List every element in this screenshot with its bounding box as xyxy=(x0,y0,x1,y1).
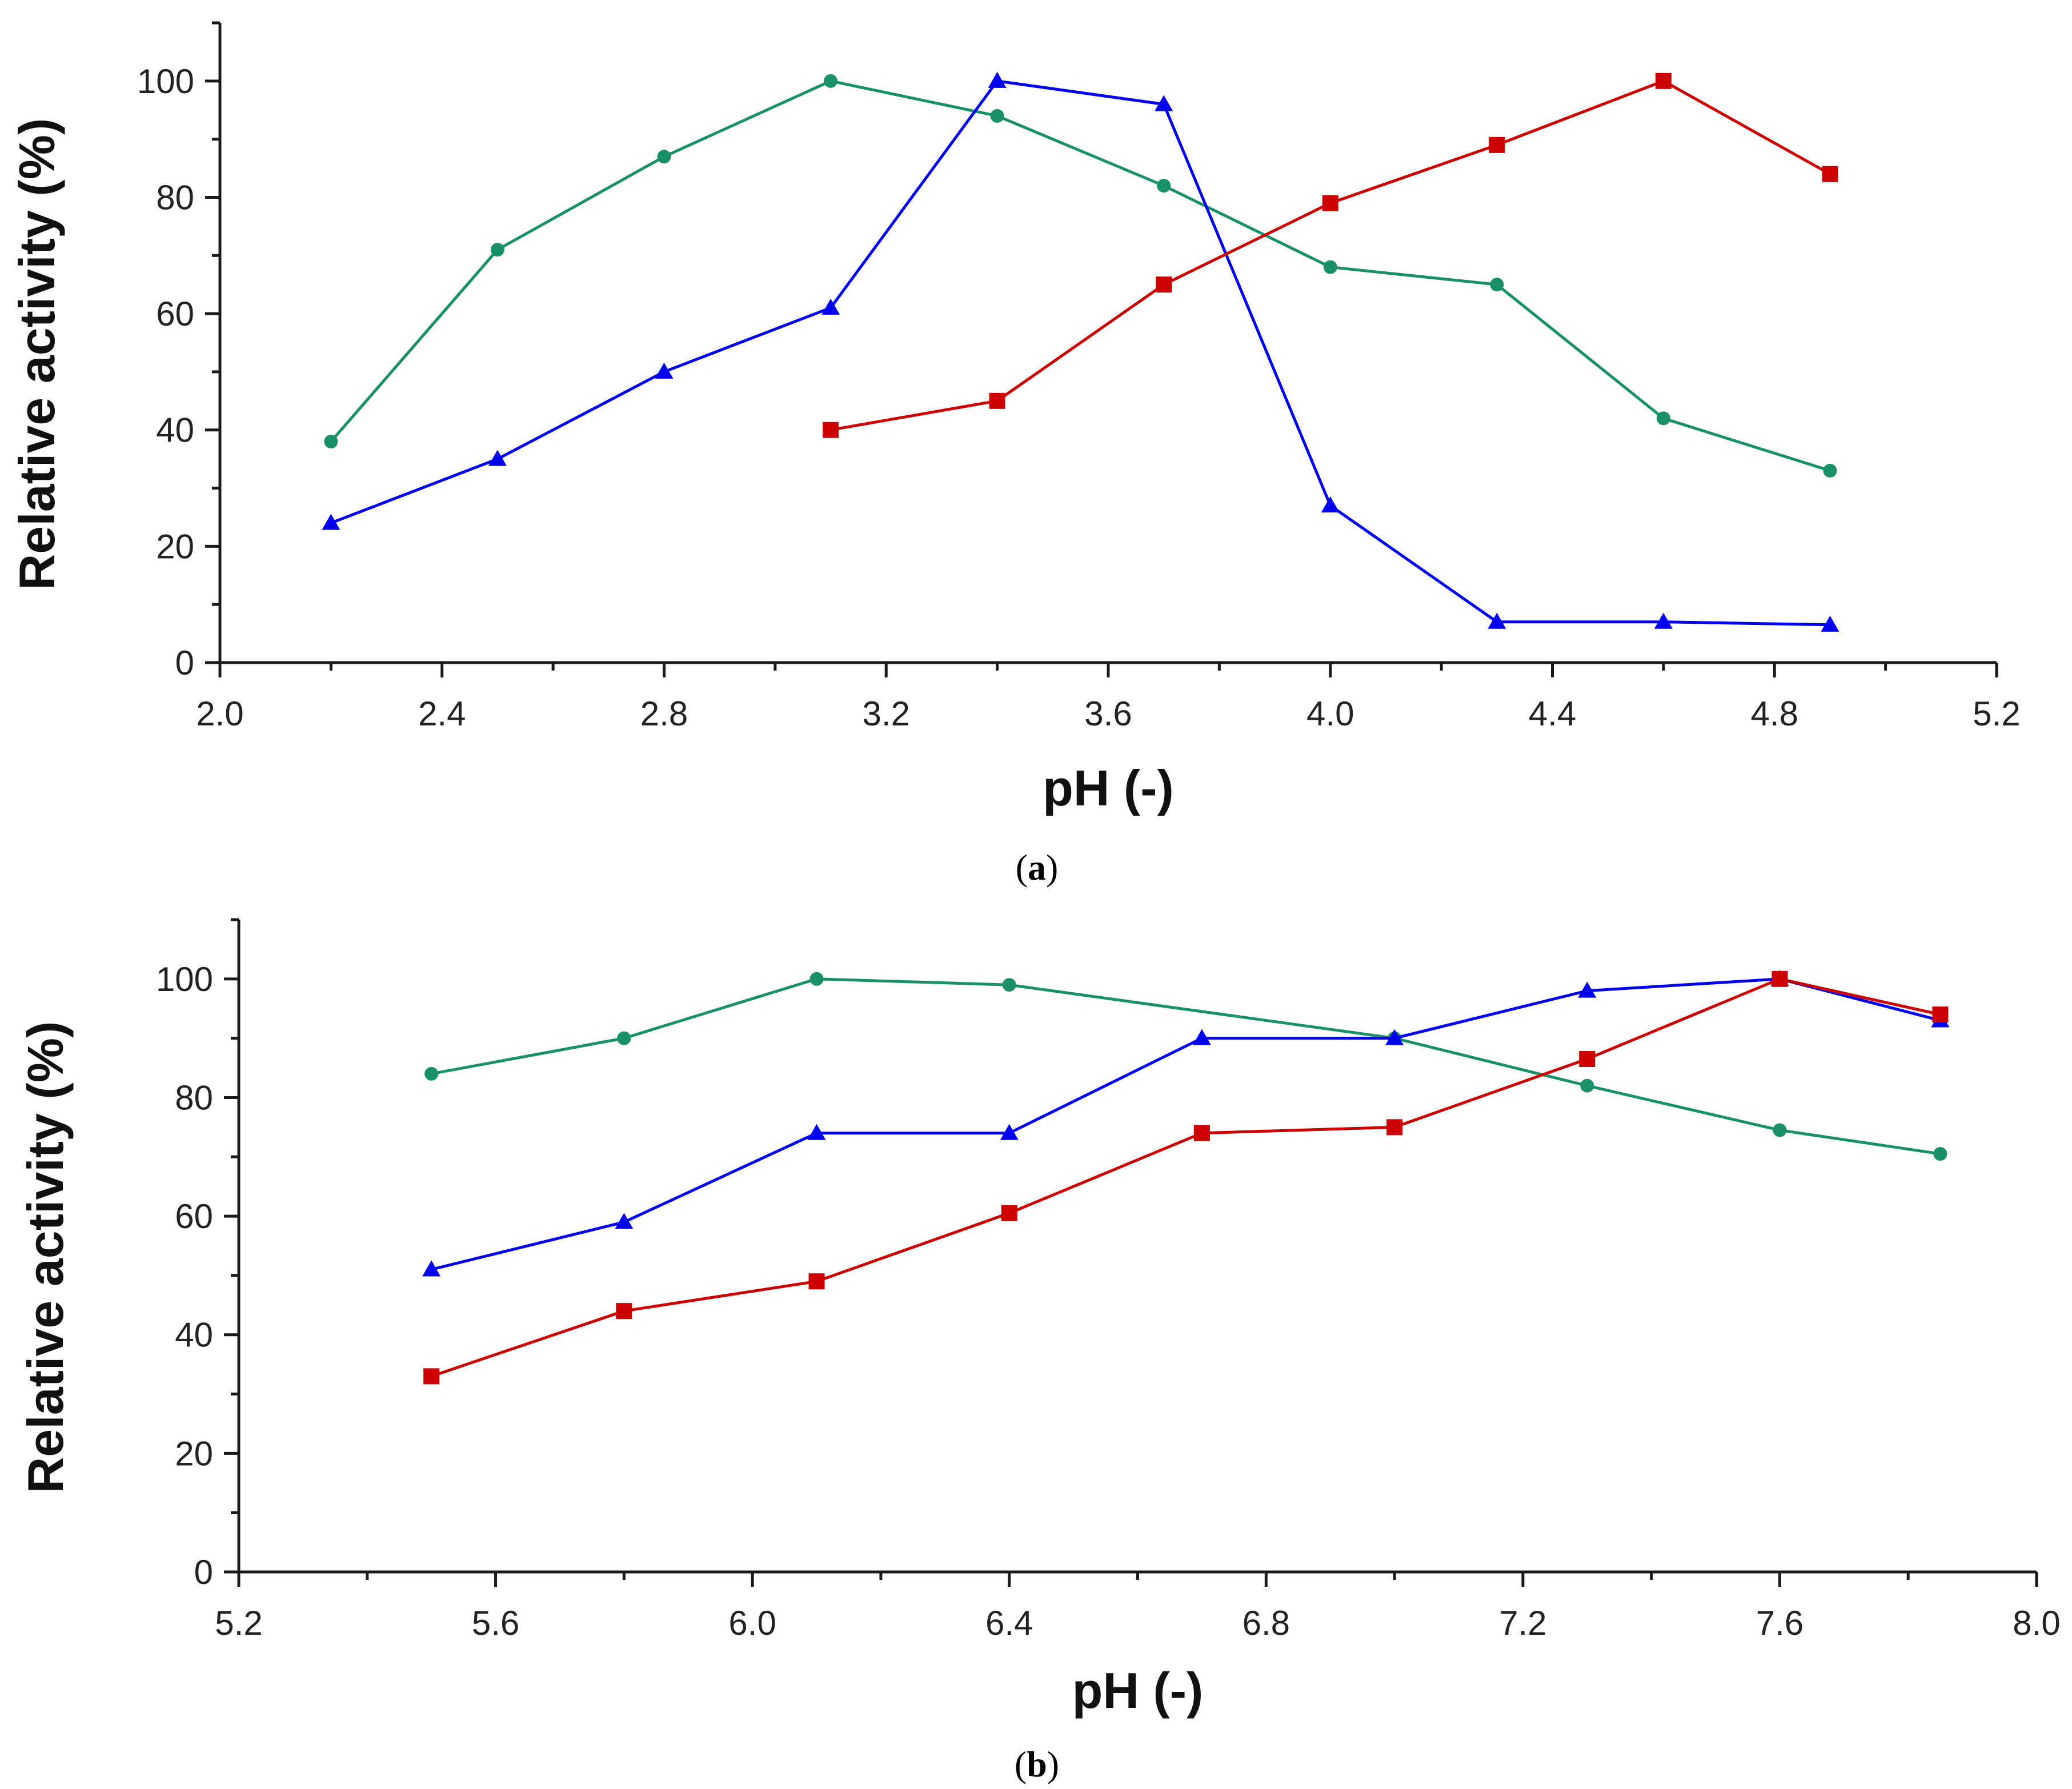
y-tick-label: 80 xyxy=(156,178,194,216)
data-point-red-square xyxy=(1386,1119,1403,1136)
x-tick-label: 6.8 xyxy=(1243,1604,1290,1642)
data-point-green-circle xyxy=(657,150,671,164)
data-point-blue-triangle xyxy=(488,450,507,466)
data-point-green-circle xyxy=(1933,1147,1947,1161)
y-axis-title: Relative activity (%) xyxy=(17,1021,74,1494)
y-tick-label: 20 xyxy=(156,527,194,565)
panel-caption: (a) xyxy=(1016,847,1059,888)
chart-panel-a: 2.0 2.4 2.8 3.2 3.6 4.0 4.4 4.8 5.2 0 20 40 60 80 100 p… xyxy=(9,21,2021,888)
data-point-green-circle xyxy=(1656,411,1670,426)
x-tick-label: 7.6 xyxy=(1756,1604,1804,1642)
data-point-blue-triangle xyxy=(988,71,1007,88)
x-tick-label: 2.0 xyxy=(196,695,243,733)
x-axis-title: pH (-) xyxy=(1043,760,1174,816)
data-point-red-square xyxy=(808,1273,825,1290)
data-point-red-square xyxy=(616,1303,632,1319)
data-point-red-square xyxy=(823,422,839,438)
y-tick-label: 80 xyxy=(175,1078,213,1117)
series-line-red-square xyxy=(830,79,1831,432)
series-line-red-square xyxy=(431,977,1941,1378)
data-point-green-circle xyxy=(324,435,338,449)
chart-panel-b: 5.2 5.6 6.0 6.4 6.8 7.2 7.6 8.0 0 20 40 60 80 100 pH (… xyxy=(17,918,2061,1784)
data-point-red-square xyxy=(1156,276,1172,293)
series-line-green-circle xyxy=(431,977,1941,1156)
y-tick-label: 40 xyxy=(175,1316,213,1354)
panel-caption-letter: a xyxy=(1028,847,1046,888)
data-point-red-square xyxy=(423,1368,440,1385)
x-tick-label: 2.4 xyxy=(418,695,466,733)
x-tick-label: 2.8 xyxy=(640,695,688,733)
data-point-red-square xyxy=(1489,137,1505,153)
series-line-green-circle xyxy=(330,79,1831,472)
data-point-green-circle xyxy=(1773,1123,1787,1137)
y-tick-label: 40 xyxy=(156,411,194,450)
data-point-green-circle xyxy=(1823,464,1837,478)
data-point-green-circle xyxy=(1490,278,1504,292)
data-point-green-circle xyxy=(490,243,504,257)
data-point-red-square xyxy=(1193,1125,1210,1141)
data-point-green-circle xyxy=(617,1031,631,1045)
data-point-green-circle xyxy=(1323,260,1337,274)
data-point-blue-triangle xyxy=(821,298,840,315)
y-tick-label: 100 xyxy=(137,62,194,101)
data-point-green-circle xyxy=(1157,179,1171,193)
data-point-red-square xyxy=(1001,1205,1017,1221)
y-tick-label: 20 xyxy=(175,1434,213,1473)
data-point-blue-triangle xyxy=(1578,981,1597,998)
x-tick-label: 4.8 xyxy=(1751,695,1798,733)
x-tick-label: 8.0 xyxy=(2013,1604,2060,1642)
x-tick-label: 3.2 xyxy=(863,695,910,733)
data-point-red-square xyxy=(1322,195,1338,211)
data-point-blue-triangle xyxy=(1821,615,1839,632)
data-point-red-square xyxy=(1932,1006,1949,1023)
series-line-blue-triangle xyxy=(431,977,1941,1271)
x-tick-label: 7.2 xyxy=(1499,1604,1546,1642)
data-point-green-circle xyxy=(1002,978,1016,992)
data-point-red-square xyxy=(989,392,1005,409)
x-axis-title: pH (-) xyxy=(1072,1662,1204,1719)
panel-caption: (b) xyxy=(1015,1744,1059,1784)
data-point-blue-triangle xyxy=(807,1124,826,1140)
x-tick-label: 6.0 xyxy=(728,1604,776,1642)
data-point-blue-triangle xyxy=(1000,1124,1019,1140)
data-point-red-square xyxy=(1822,166,1838,182)
data-point-blue-triangle xyxy=(655,362,674,379)
data-point-blue-triangle xyxy=(1385,1029,1404,1045)
y-axis-title: Relative activity (%) xyxy=(9,118,65,591)
data-point-green-circle xyxy=(809,972,824,986)
data-point-green-circle xyxy=(424,1066,439,1081)
data-point-green-circle xyxy=(824,74,838,88)
x-tick-label: 4.0 xyxy=(1306,695,1354,733)
x-tick-label: 4.4 xyxy=(1529,695,1576,733)
data-point-blue-triangle xyxy=(1488,612,1506,629)
data-point-blue-triangle xyxy=(1321,496,1340,513)
y-tick-label: 100 xyxy=(156,960,213,998)
data-point-red-square xyxy=(1655,73,1672,89)
panel-caption-letter: b xyxy=(1027,1744,1047,1784)
x-tick-label: 5.6 xyxy=(472,1604,519,1642)
series-line-blue-triangle xyxy=(330,79,1830,627)
data-point-blue-triangle xyxy=(422,1260,441,1277)
y-tick-label: 60 xyxy=(175,1197,213,1236)
y-tick-label: 60 xyxy=(156,295,194,333)
data-point-green-circle xyxy=(990,109,1004,123)
data-point-blue-triangle xyxy=(1155,95,1173,111)
data-point-green-circle xyxy=(1580,1078,1594,1093)
data-point-blue-triangle xyxy=(322,514,340,530)
data-point-blue-triangle xyxy=(615,1213,634,1229)
x-tick-label: 6.4 xyxy=(985,1604,1033,1642)
data-point-blue-triangle xyxy=(1192,1029,1211,1045)
x-tick-label: 5.2 xyxy=(215,1604,262,1642)
x-tick-label: 5.2 xyxy=(1973,695,2020,733)
y-tick-label: 0 xyxy=(194,1553,213,1591)
data-point-blue-triangle xyxy=(1654,612,1673,629)
data-point-red-square xyxy=(1772,970,1788,987)
data-point-red-square xyxy=(1579,1050,1596,1067)
x-tick-label: 3.6 xyxy=(1084,695,1132,733)
y-tick-label: 0 xyxy=(175,644,194,682)
